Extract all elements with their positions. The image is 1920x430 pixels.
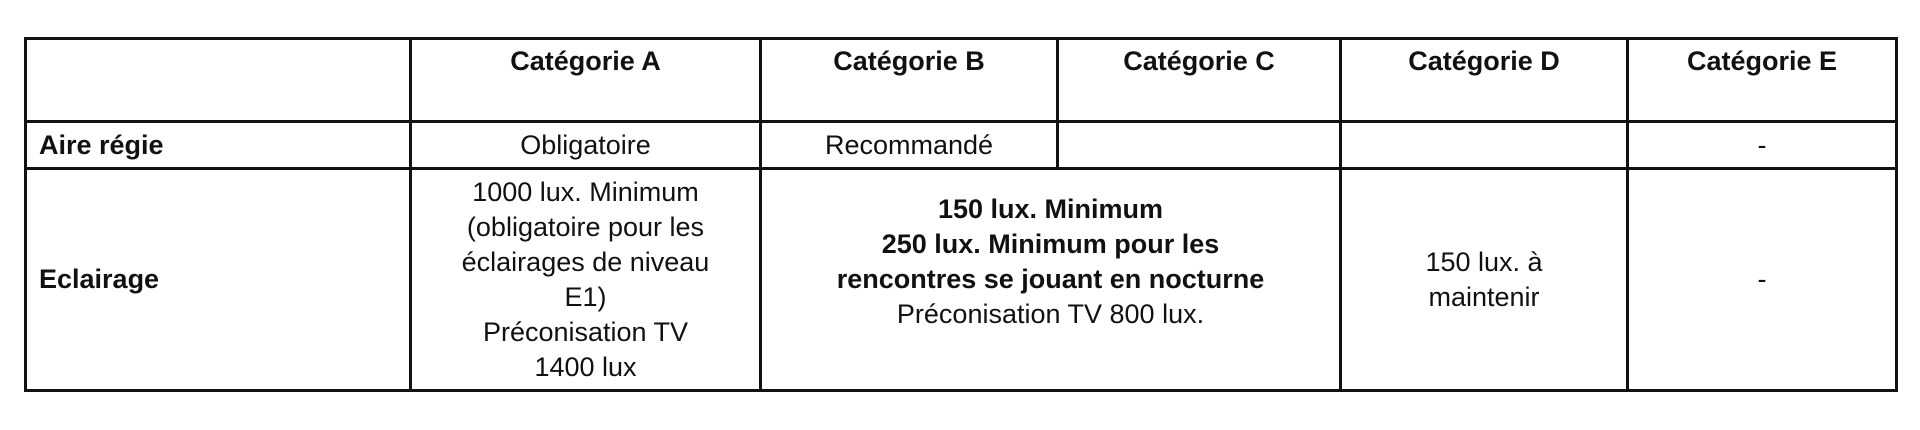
row-label: Eclairage (24, 167, 412, 392)
table-row-aire-regie: Aire régie Obligatoire Recommandé - (24, 120, 1898, 170)
header-categorie-c: Catégorie C (1056, 37, 1342, 123)
cell-line: E1) (564, 281, 607, 312)
header-categorie-e: Catégorie E (1626, 37, 1898, 123)
header-categorie-b: Catégorie B (759, 37, 1059, 123)
cell-line: maintenir (1428, 281, 1540, 312)
cell-line: rencontres se jouant en nocturne (836, 264, 1265, 294)
cell-line: Préconisation TV (482, 316, 689, 347)
cell-e: - (1626, 120, 1898, 170)
categories-table: Catégorie A Catégorie B Catégorie C Caté… (24, 37, 1898, 392)
cell-c (1056, 120, 1342, 170)
cell-line: Préconisation TV 800 lux. (896, 299, 1205, 329)
cell-line: 150 lux. Minimum (937, 194, 1164, 224)
cell-a: Obligatoire (409, 120, 762, 170)
cell-b: Recommandé (759, 120, 1059, 170)
header-row: Catégorie A Catégorie B Catégorie C Caté… (24, 37, 1898, 123)
cell-e: - (1626, 167, 1898, 392)
header-categorie-d: Catégorie D (1339, 37, 1629, 123)
cell-line: 1400 lux (534, 351, 637, 382)
table-row-eclairage: Eclairage 1000 lux. Minimum (obligatoire… (24, 167, 1898, 392)
row-label: Aire régie (24, 120, 412, 170)
cell-line: 250 lux. Minimum pour les (881, 229, 1220, 259)
cell-d (1339, 120, 1629, 170)
header-empty (24, 37, 412, 123)
cell-a: 1000 lux. Minimum (obligatoire pour les … (409, 167, 762, 392)
cell-line: 150 lux. à (1425, 246, 1543, 277)
cell-line: 1000 lux. Minimum (472, 176, 699, 207)
cell-d: 150 lux. à maintenir (1339, 167, 1629, 392)
header-categorie-a: Catégorie A (409, 37, 762, 123)
cell-line: (obligatoire pour les (466, 211, 705, 242)
cell-line: éclairages de niveau (461, 246, 710, 277)
cell-b-c-merged: 150 lux. Minimum 250 lux. Minimum pour l… (759, 167, 1342, 392)
